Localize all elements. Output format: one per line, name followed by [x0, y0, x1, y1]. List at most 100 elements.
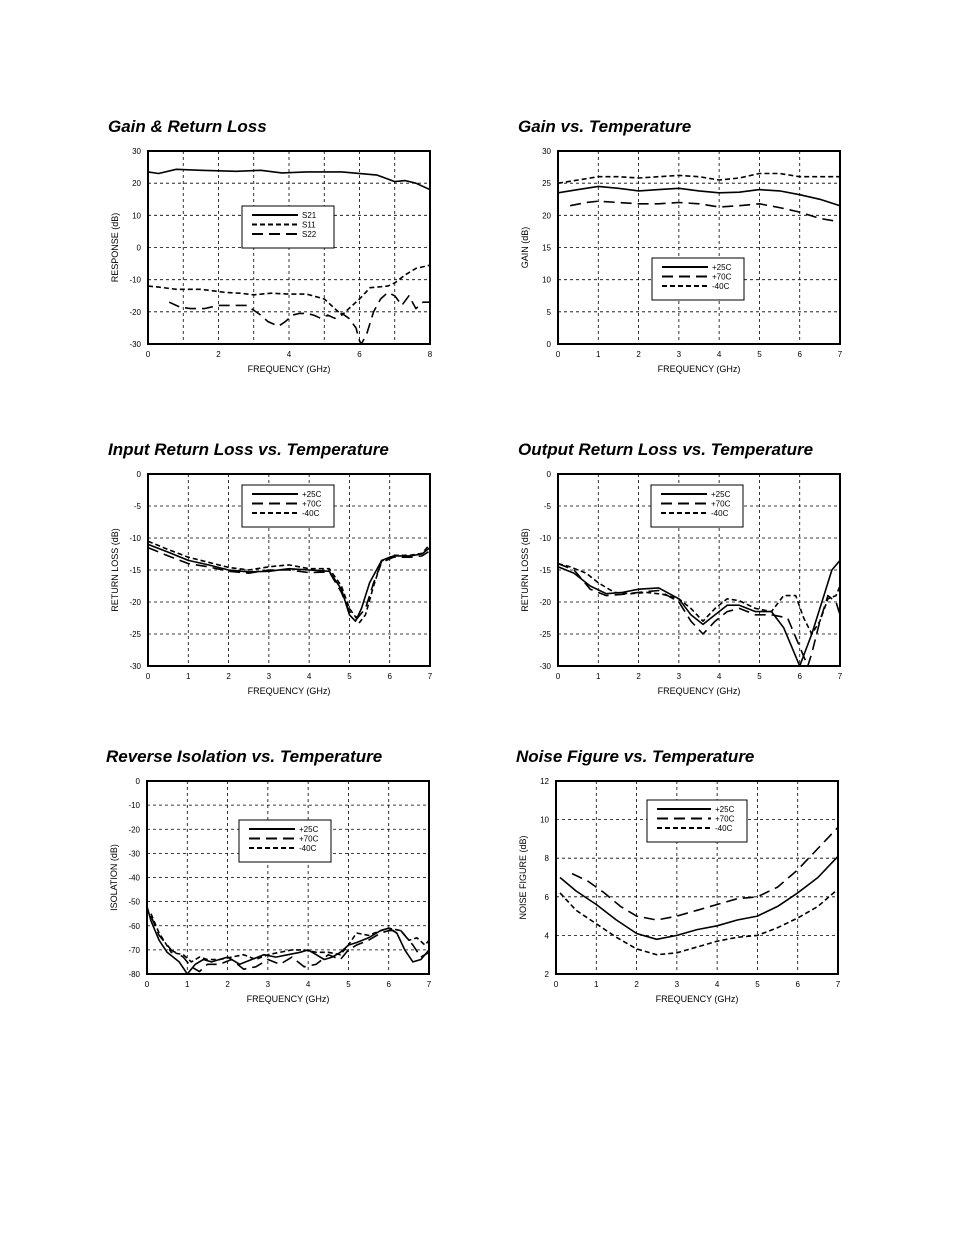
x-tick-label: 2 [225, 980, 230, 989]
legend-label: -40C [299, 844, 317, 853]
legend-label: -40C [302, 509, 320, 518]
y-tick-label: -40 [128, 874, 140, 883]
legend: +25C+70C-40C [650, 484, 744, 528]
x-tick-label: 2 [636, 350, 641, 359]
x-tick-label: 4 [717, 672, 722, 681]
y-tick-label: -10 [129, 534, 141, 543]
y-tick-label: -30 [129, 340, 141, 349]
input-return-loss-chart: 0 1 2 3 4 5 6 7 0 -5 -10 -15 -20 -25 -30 FREQUENCY (GHz… [110, 470, 433, 696]
y-tick-label: -25 [539, 630, 551, 639]
series-line-s11 [148, 264, 430, 316]
x-axis-label: FREQUENCY (GHz) [658, 364, 741, 374]
series-line-40c [559, 888, 838, 956]
y-tick-label: 6 [545, 893, 550, 902]
y-tick-label: -70 [128, 946, 140, 955]
series-line-25c [148, 543, 430, 622]
x-tick-label: 0 [556, 350, 561, 359]
y-tick-label: 0 [547, 470, 552, 479]
x-tick-label: 7 [838, 350, 843, 359]
chart-title: Gain & Return Loss [108, 117, 267, 136]
x-tick-label: 5 [346, 980, 351, 989]
x-tick-label: 7 [428, 672, 433, 681]
legend-box [241, 205, 335, 249]
y-tick-label: 25 [542, 179, 551, 188]
x-tick-label: 4 [306, 980, 311, 989]
plot-frame [557, 150, 841, 345]
y-tick-label: 5 [547, 308, 552, 317]
series-line-25c [559, 855, 838, 941]
x-tick-label: 5 [757, 672, 762, 681]
y-tick-label: 20 [132, 179, 141, 188]
y-tick-label: -25 [129, 630, 141, 639]
x-tick-label: 1 [594, 980, 599, 989]
legend-label: +25C [299, 825, 319, 834]
y-tick-label: -15 [129, 566, 141, 575]
legend-box [241, 484, 335, 528]
x-tick-label: 6 [387, 672, 392, 681]
gain-return-loss-chart: 0 2 4 6 8 30 20 10 0 -10 -20 -30 FREQUENCY (GHz) RESP… [110, 147, 433, 374]
legend-label: +25C [302, 490, 322, 499]
y-tick-label: -10 [128, 801, 140, 810]
x-tick-label: 6 [386, 980, 391, 989]
legend: +25C+70C-40C [241, 484, 335, 528]
series-line-25c [558, 185, 840, 207]
x-tick-label: 2 [216, 350, 221, 359]
y-axis-label: NOISE FIGURE (dB) [518, 835, 528, 919]
x-tick-label: 6 [797, 672, 802, 681]
legend-label: +25C [711, 490, 731, 499]
y-tick-label: 30 [132, 147, 141, 156]
x-tick-label: 4 [717, 350, 722, 359]
y-tick-label: 0 [137, 244, 142, 253]
chart-title: Noise Figure vs. Temperature [516, 747, 755, 766]
y-tick-label: -10 [539, 534, 551, 543]
chart-title: Output Return Loss vs. Temperature [518, 440, 814, 459]
y-tick-label: 2 [545, 970, 550, 979]
legend-label: +70C [712, 273, 732, 282]
x-tick-label: 3 [677, 672, 682, 681]
y-tick-label: 10 [540, 816, 549, 825]
legend-label: +25C [712, 263, 732, 272]
legend-label: +70C [715, 815, 735, 824]
x-tick-label: 0 [556, 672, 561, 681]
x-tick-label: 6 [357, 350, 362, 359]
plot-frame [557, 473, 841, 667]
series-line-70c [569, 200, 840, 223]
series-line-70c [571, 826, 838, 921]
x-tick-label: 5 [757, 350, 762, 359]
y-tick-label: -80 [128, 970, 140, 979]
series-line-40c [150, 913, 429, 963]
y-axis-label: RETURN LOSS (dB) [110, 528, 120, 612]
x-axis-label: FREQUENCY (GHz) [656, 994, 739, 1004]
x-tick-label: 1 [185, 980, 190, 989]
y-tick-label: -20 [129, 598, 141, 607]
y-axis-label: ISOLATION (dB) [109, 844, 119, 911]
legend: +25C+70C-40C [651, 257, 745, 301]
series-line-s22 [168, 291, 430, 344]
series-line-40c [558, 562, 840, 635]
legend-box [646, 799, 748, 843]
x-tick-label: 6 [797, 350, 802, 359]
y-tick-label: 4 [545, 931, 550, 940]
y-tick-label: 15 [542, 244, 551, 253]
series-line-40c [558, 172, 840, 184]
y-tick-label: -20 [539, 598, 551, 607]
x-tick-label: 3 [677, 350, 682, 359]
x-tick-label: 2 [634, 980, 639, 989]
y-axis-label: RESPONSE (dB) [110, 213, 120, 283]
y-tick-label: -15 [539, 566, 551, 575]
y-tick-label: -10 [129, 276, 141, 285]
x-tick-label: 3 [267, 672, 272, 681]
series-line-25c [558, 559, 840, 666]
plot-frame [146, 780, 430, 975]
y-tick-label: 20 [542, 211, 551, 220]
output-return-loss-chart: 0 1 2 3 4 5 6 7 0 -5 -10 -15 -20 -25 -30 FREQUENCY (GHz… [520, 470, 843, 696]
x-tick-label: 0 [554, 980, 559, 989]
legend-label: +70C [711, 500, 731, 509]
chart-title: Reverse Isolation vs. Temperature [106, 747, 383, 766]
y-tick-label: -20 [129, 308, 141, 317]
y-tick-label: -5 [134, 502, 142, 511]
x-tick-label: 7 [836, 980, 841, 989]
x-tick-label: 4 [287, 350, 292, 359]
